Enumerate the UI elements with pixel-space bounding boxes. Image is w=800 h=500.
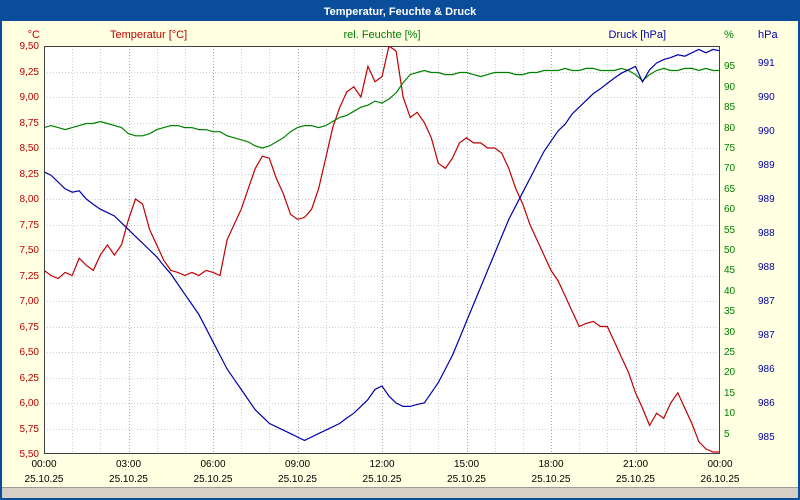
humidity-tick-label: 90 bbox=[724, 81, 736, 93]
x-axis-date-label: 26.10.25 bbox=[700, 474, 740, 485]
pressure-series-label: Druck [hPa] bbox=[608, 29, 666, 41]
x-axis-date-label: 25.10.25 bbox=[278, 474, 317, 485]
humidity-tick-label: 55 bbox=[724, 224, 736, 236]
temperature-tick-label: 7,00 bbox=[19, 296, 39, 307]
humidity-tick-label: 30 bbox=[724, 326, 736, 338]
chart-panel: °C Temperatur [°C] rel. Feuchte [%] Druc… bbox=[2, 21, 798, 498]
temperature-series bbox=[44, 46, 720, 453]
x-axis-date-label: 25.10.25 bbox=[24, 474, 64, 485]
temperature-tick-label: 9,00 bbox=[19, 92, 39, 103]
humidity-axis-unit: % bbox=[724, 29, 734, 41]
temperature-tick-label: 5,75 bbox=[19, 423, 39, 435]
x-axis-date-label: 25.10.25 bbox=[531, 474, 571, 485]
humidity-tick-label: 75 bbox=[724, 143, 736, 154]
pressure-series bbox=[44, 48, 720, 442]
humidity-tick-label: 40 bbox=[724, 285, 736, 297]
humidity-tick-label: 50 bbox=[724, 245, 736, 256]
x-axis-time-label: 21:00 bbox=[622, 459, 649, 470]
humidity-tick-label: 65 bbox=[724, 183, 736, 195]
pressure-tick-label: 987 bbox=[758, 330, 775, 341]
pressure-tick-label: 986 bbox=[758, 398, 775, 409]
temperature-tick-label: 8,50 bbox=[19, 143, 39, 154]
humidity-tick-label: 15 bbox=[724, 387, 736, 399]
temperature-tick-label: 6,50 bbox=[19, 347, 39, 358]
x-axis-date-label: 25.10.25 bbox=[362, 474, 402, 485]
pressure-tick-label: 988 bbox=[758, 228, 775, 239]
x-axis-date-label: 25.10.25 bbox=[447, 474, 486, 485]
humidity-tick-label: 85 bbox=[724, 102, 736, 114]
pressure-tick-label: 991 bbox=[758, 58, 775, 69]
x-axis-time-label: 09:00 bbox=[284, 459, 311, 470]
temperature-tick-label: 8,25 bbox=[19, 168, 39, 180]
temperature-tick-label: 6,00 bbox=[19, 398, 39, 409]
temperature-tick-label: 7,75 bbox=[19, 219, 39, 231]
temperature-tick-label: 7,50 bbox=[19, 245, 39, 256]
pressure-tick-label: 987 bbox=[758, 296, 775, 307]
temperature-tick-label: 9,25 bbox=[19, 66, 39, 78]
x-axis-time-label: 18:00 bbox=[538, 459, 564, 470]
x-axis-date-label: 25.10.25 bbox=[193, 474, 233, 485]
humidity-series-label: rel. Feuchte [%] bbox=[343, 29, 421, 41]
humidity-tick-label: 20 bbox=[724, 367, 736, 379]
x-axis-time-label: 00:00 bbox=[707, 459, 733, 470]
plot-area bbox=[44, 46, 720, 454]
window-title: Temperatur, Feuchte & Druck bbox=[323, 5, 477, 18]
temperature-tick-label: 5,50 bbox=[19, 449, 39, 460]
x-axis-time-label: 00:00 bbox=[31, 459, 57, 470]
temperature-tick-label: 8,75 bbox=[19, 117, 39, 129]
pressure-tick-label: 988 bbox=[758, 262, 775, 273]
status-bar bbox=[2, 487, 798, 498]
pressure-tick-label: 990 bbox=[758, 92, 775, 103]
temperature-tick-label: 6,75 bbox=[19, 321, 39, 333]
humidity-tick-label: 60 bbox=[724, 204, 736, 216]
humidity-tick-label: 25 bbox=[724, 347, 736, 358]
pressure-tick-label: 990 bbox=[758, 126, 775, 137]
humidity-tick-label: 35 bbox=[724, 306, 736, 318]
temperature-tick-label: 6,25 bbox=[19, 372, 39, 384]
pressure-tick-label: 985 bbox=[758, 432, 775, 443]
pressure-tick-label: 989 bbox=[758, 194, 775, 205]
x-axis-date-label: 25.10.25 bbox=[109, 474, 148, 485]
temperature-tick-label: 8,00 bbox=[19, 194, 39, 205]
humidity-tick-label: 70 bbox=[724, 163, 736, 175]
x-axis-time-label: 15:00 bbox=[453, 459, 480, 470]
plot-border bbox=[44, 46, 720, 454]
humidity-series bbox=[44, 67, 720, 149]
humidity-tick-label: 80 bbox=[724, 122, 736, 134]
humidity-tick-label: 5 bbox=[724, 428, 730, 440]
temperature-axis-unit: °C bbox=[27, 29, 40, 41]
window-titlebar: Temperatur, Feuchte & Druck bbox=[2, 2, 798, 21]
pressure-axis-unit: hPa bbox=[758, 29, 778, 41]
x-axis-time-label: 03:00 bbox=[115, 459, 142, 470]
temperature-tick-label: 7,25 bbox=[19, 270, 39, 282]
humidity-tick-label: 95 bbox=[724, 61, 736, 73]
x-axis-time-label: 06:00 bbox=[200, 459, 226, 470]
pressure-tick-label: 989 bbox=[758, 160, 775, 171]
pressure-tick-label: 986 bbox=[758, 364, 775, 375]
temperature-tick-label: 9,50 bbox=[19, 41, 39, 52]
humidity-tick-label: 45 bbox=[724, 265, 736, 277]
temperature-series-label: Temperatur [°C] bbox=[110, 29, 188, 41]
x-axis-time-label: 12:00 bbox=[369, 459, 395, 470]
x-axis-date-label: 25.10.25 bbox=[616, 474, 655, 485]
humidity-tick-label: 10 bbox=[724, 408, 736, 420]
